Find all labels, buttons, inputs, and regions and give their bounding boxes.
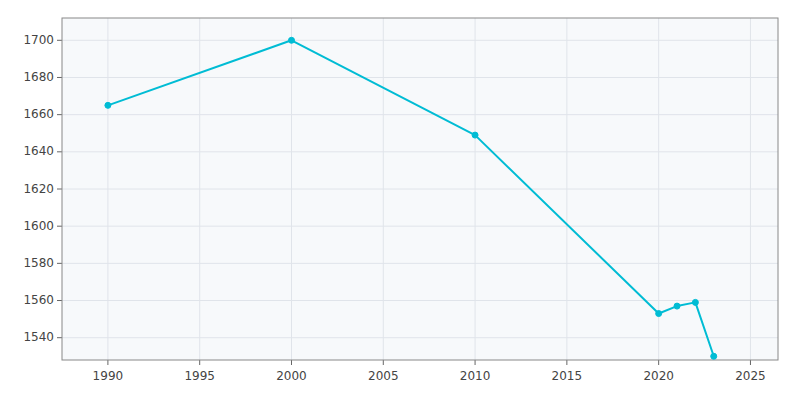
y-tick bbox=[57, 226, 62, 227]
y-tick bbox=[57, 263, 62, 264]
point bbox=[692, 299, 698, 305]
y-tick-label: 1620 bbox=[23, 182, 54, 196]
point bbox=[711, 353, 717, 359]
point bbox=[472, 132, 478, 138]
x-grid-line bbox=[658, 18, 659, 360]
x-tick bbox=[658, 360, 659, 365]
x-tick-label: 1995 bbox=[184, 369, 215, 383]
x-grid-line bbox=[750, 18, 751, 360]
line bbox=[108, 40, 714, 356]
x-grid-line bbox=[566, 18, 567, 360]
x-tick bbox=[566, 360, 567, 365]
x-grid-line bbox=[291, 18, 292, 360]
x-tick bbox=[475, 360, 476, 365]
y-grid-line bbox=[62, 226, 778, 227]
grid bbox=[62, 18, 778, 360]
y-tick bbox=[57, 337, 62, 338]
y-tick-label: 1680 bbox=[23, 70, 54, 84]
plot-background bbox=[62, 18, 778, 360]
y-tick-label: 1600 bbox=[23, 219, 54, 233]
point bbox=[105, 102, 111, 108]
y-tick bbox=[57, 189, 62, 190]
x-tick bbox=[291, 360, 292, 365]
y-tick-label: 1640 bbox=[23, 144, 54, 158]
x-tick-label: 2025 bbox=[735, 369, 766, 383]
y-tick-label: 1580 bbox=[23, 256, 54, 270]
y-tick-label: 1540 bbox=[23, 330, 54, 344]
y-tick bbox=[57, 114, 62, 115]
y-tick-label: 1660 bbox=[23, 107, 54, 121]
x-tick bbox=[383, 360, 384, 365]
x-grid-line bbox=[199, 18, 200, 360]
series bbox=[105, 37, 717, 359]
y-grid-line bbox=[62, 300, 778, 301]
point bbox=[288, 37, 294, 43]
y-grid-line bbox=[62, 337, 778, 338]
y-grid-line bbox=[62, 114, 778, 115]
x-grid-line bbox=[475, 18, 476, 360]
y-grid-line bbox=[62, 151, 778, 152]
axes: 1540 1560 1580 1600 1620 1640 1660 1680 1700 1990… bbox=[23, 33, 765, 383]
chart-svg: 1540 1560 1580 1600 1620 1640 1660 1680 1700 1990… bbox=[0, 0, 800, 400]
x-tick-label: 2005 bbox=[368, 369, 399, 383]
chart-container: 1540 1560 1580 1600 1620 1640 1660 1680 1700 1990… bbox=[0, 0, 800, 400]
y-grid-line bbox=[62, 77, 778, 78]
y-grid-line bbox=[62, 40, 778, 41]
y-tick bbox=[57, 300, 62, 301]
point bbox=[674, 303, 680, 309]
x-tick-label: 2000 bbox=[276, 369, 307, 383]
y-grid-line bbox=[62, 263, 778, 264]
x-tick bbox=[107, 360, 108, 365]
x-tick bbox=[750, 360, 751, 365]
y-grid-line bbox=[62, 189, 778, 190]
x-tick bbox=[199, 360, 200, 365]
plot-frame bbox=[62, 18, 778, 360]
point bbox=[656, 311, 662, 317]
x-tick-label: 2010 bbox=[460, 369, 491, 383]
x-tick-label: 2015 bbox=[552, 369, 583, 383]
x-grid-line bbox=[383, 18, 384, 360]
x-tick-label: 1990 bbox=[93, 369, 124, 383]
y-tick-label: 1560 bbox=[23, 293, 54, 307]
y-tick bbox=[57, 77, 62, 78]
y-tick bbox=[57, 40, 62, 41]
y-tick bbox=[57, 151, 62, 152]
y-tick-label: 1700 bbox=[23, 33, 54, 47]
x-tick-label: 2020 bbox=[643, 369, 674, 383]
x-grid-line bbox=[107, 18, 108, 360]
